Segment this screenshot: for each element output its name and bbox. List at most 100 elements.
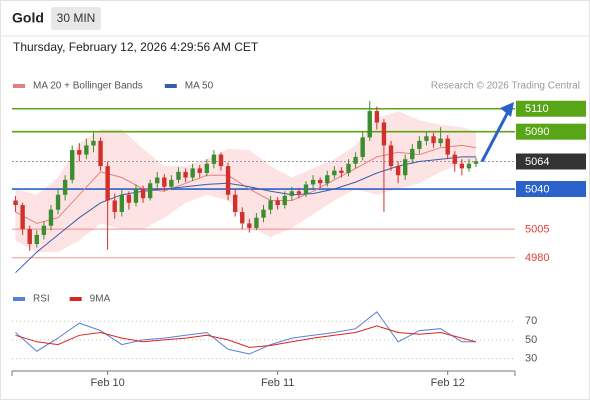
candle-body [55, 194, 61, 210]
candle-body [204, 163, 210, 173]
level-box [516, 123, 586, 140]
plot: MA 20 + Bollinger Bands MA 50 Research © 2… [11, 81, 586, 389]
candle-body [459, 163, 465, 169]
legend-label: 9MA [90, 294, 111, 305]
candle-body [388, 145, 394, 167]
level-label: 5064 [525, 156, 549, 168]
candle-body [424, 136, 429, 141]
candle-body [126, 194, 132, 203]
level-label: 5110 [525, 103, 549, 115]
candle-body [346, 163, 351, 173]
candle-body [240, 211, 245, 224]
candle-body [169, 179, 174, 187]
candle-body [133, 189, 139, 203]
rsi-line [15, 325, 477, 348]
candle-body [303, 184, 309, 194]
candle-body [48, 209, 54, 226]
candle-body [410, 148, 415, 160]
indicator-line [15, 144, 477, 224]
candle-body [374, 111, 380, 123]
candle-body [431, 136, 436, 144]
candle-body [332, 170, 337, 176]
candle-body [13, 200, 18, 206]
legend-swatch [13, 297, 25, 301]
candle-body [438, 138, 443, 144]
x-tick-label: Feb 11 [261, 377, 294, 389]
candle-body [140, 189, 146, 199]
candle-body [275, 200, 280, 206]
candle-body [197, 168, 202, 173]
arrow-head [500, 102, 514, 117]
interval-box [51, 7, 101, 30]
candle-body [211, 154, 217, 164]
instrument: Gold [12, 10, 44, 26]
y-tick-label: 70 [525, 315, 537, 327]
candle-body [247, 223, 252, 228]
candle-body [41, 225, 47, 235]
y-tick-label: 30 [525, 353, 537, 365]
candle-body [27, 229, 32, 245]
candle-body [162, 177, 167, 187]
candle-body [261, 209, 266, 218]
candle-body [77, 150, 82, 155]
candle-body [473, 161, 479, 164]
candle-body [70, 150, 75, 180]
candle-body [381, 122, 387, 146]
candle-body [232, 194, 238, 212]
candle-body [268, 200, 273, 210]
candle-body [98, 140, 103, 167]
candle-body [289, 191, 295, 196]
candle-body [62, 179, 68, 195]
candle-body [282, 195, 287, 206]
candle-body [34, 234, 39, 245]
level-box [516, 153, 586, 170]
candle-body [310, 179, 316, 185]
x-tick-label: Feb 12 [431, 377, 465, 389]
level-box [516, 100, 586, 117]
rsi-line [15, 311, 476, 355]
candle-body [147, 183, 153, 199]
candle-body [20, 205, 25, 230]
candle-body [84, 145, 89, 155]
candle-body [452, 154, 457, 164]
level-box [516, 181, 586, 198]
candle-body [466, 163, 472, 169]
candle-body [119, 194, 125, 212]
candle-body [417, 140, 422, 149]
level-label: 4980 [525, 252, 549, 264]
candle-body [296, 191, 302, 194]
legend-swatch [13, 84, 25, 88]
candle-body [339, 170, 344, 173]
level-label: 5005 [525, 224, 549, 236]
level-label: 5090 [525, 126, 549, 138]
candle-body [218, 154, 224, 167]
legend-label: MA 20 + Bollinger Bands [33, 81, 143, 92]
legend-label: MA 50 [185, 81, 214, 92]
candle-body [402, 159, 408, 176]
level-label: 5040 [525, 183, 549, 195]
interval: 30 MIN [57, 11, 96, 25]
candle-body [317, 179, 323, 184]
candle-body [225, 166, 231, 195]
y-tick-label: 50 [525, 334, 537, 346]
candle-body [105, 166, 110, 201]
legend-label: RSI [33, 294, 50, 305]
candle-body [395, 166, 401, 176]
source: Research © 2026 Trading Central [431, 81, 580, 92]
candle-body [176, 171, 181, 180]
candle-body [254, 217, 259, 228]
candle-body [325, 175, 330, 184]
candle-body [91, 140, 96, 146]
candle-body [112, 200, 117, 212]
timestamp: Thursday, February 12, 2026 4:29:56 AM C… [13, 40, 259, 54]
legend-swatch [164, 84, 177, 88]
candle-body [353, 156, 358, 164]
candle-body [445, 138, 450, 155]
candle-body [155, 177, 160, 184]
candle-body [183, 171, 188, 178]
forecast-arrow [480, 111, 510, 163]
candle-body [367, 111, 372, 138]
candle-body [190, 168, 195, 178]
